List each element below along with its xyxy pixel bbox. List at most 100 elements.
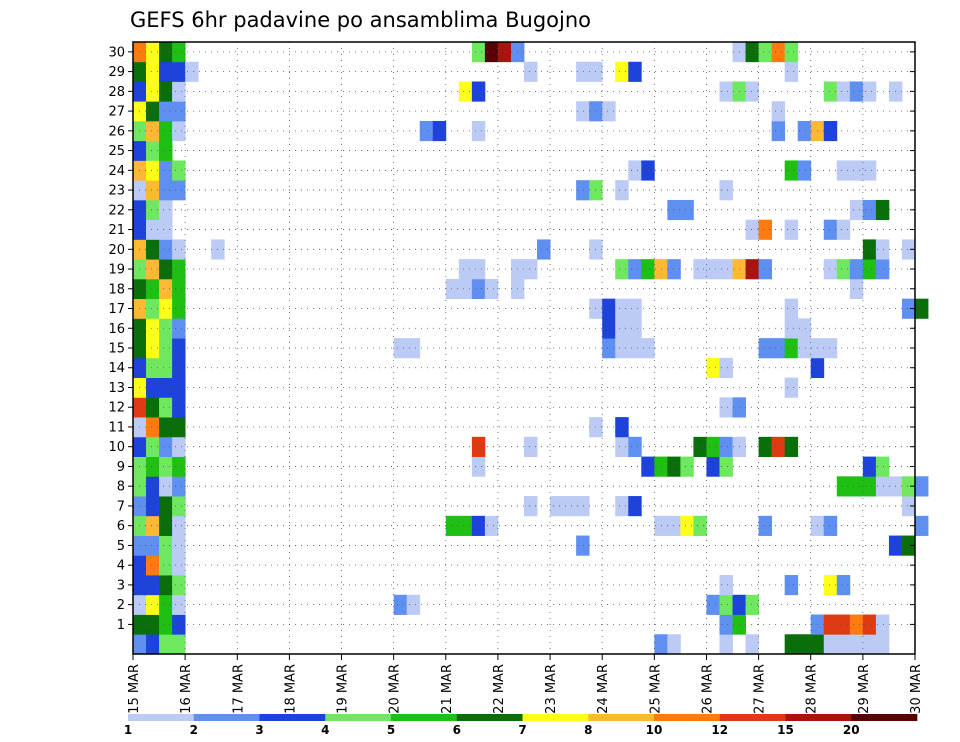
heatmap-cell: [823, 614, 838, 635]
heatmap-cell: [719, 436, 733, 457]
heatmap-cell: [654, 634, 668, 655]
heatmap-cell: [172, 436, 186, 457]
heatmap-cell: [719, 259, 733, 280]
y-tick-label: 14: [108, 361, 125, 376]
heatmap-cell: [576, 101, 590, 122]
heatmap-cell: [146, 594, 160, 615]
heatmap-cell: [862, 476, 877, 497]
heatmap-cell: [615, 417, 629, 438]
heatmap-cell: [901, 298, 916, 319]
heatmap-cell: [471, 456, 486, 477]
heatmap-cell: [719, 357, 733, 379]
heatmap-cell: [445, 278, 460, 300]
heatmap-cell: [484, 42, 499, 63]
heatmap-cell: [706, 259, 720, 280]
heatmap-cells: [133, 42, 929, 655]
heatmap-cell: [875, 456, 890, 477]
heatmap-cell: [915, 298, 929, 319]
heatmap-cell: [159, 199, 173, 221]
heatmap-cell: [745, 219, 759, 240]
heatmap-cell: [836, 476, 851, 497]
heatmap-cell: [159, 42, 173, 63]
y-tick-label: 19: [108, 263, 125, 278]
heatmap-cell: [836, 160, 851, 181]
x-axis: 15 MAR 16 MAR 17 MAR 18 MAR 19 MAR 20 MAR 21 M…: [127, 654, 924, 714]
heatmap-cell: [615, 180, 629, 201]
y-tick-label: 13: [108, 381, 125, 396]
heatmap-cell: [849, 81, 864, 102]
heatmap-cell: [146, 515, 160, 536]
heatmap-cell: [172, 180, 186, 201]
colorbar-label: 6: [453, 723, 461, 737]
heatmap-cell: [146, 180, 160, 201]
heatmap-cell: [159, 140, 173, 161]
heatmap-cell: [159, 180, 173, 201]
heatmap-cell: [159, 357, 173, 379]
heatmap-cell: [680, 456, 694, 477]
heatmap-cell: [458, 515, 473, 536]
heatmap-cell: [497, 42, 512, 63]
colorbar-swatch: [259, 714, 326, 721]
heatmap-cell: [146, 259, 160, 280]
heatmap-cell: [146, 239, 160, 260]
colorbar-swatch: [719, 714, 786, 721]
heatmap-cell: [146, 496, 160, 517]
heatmap-cell: [159, 101, 173, 122]
heatmap-cell: [615, 338, 629, 359]
heatmap-cell: [406, 338, 421, 359]
heatmap-cell: [615, 298, 629, 319]
heatmap-cell: [719, 575, 733, 596]
x-tick-label: 24 MAR: [596, 664, 611, 714]
heatmap-cell: [901, 239, 916, 260]
heatmap-cell: [172, 357, 186, 379]
heatmap-cell: [172, 634, 186, 655]
heatmap-cell: [849, 199, 864, 221]
heatmap-cell: [915, 476, 929, 497]
heatmap-cell: [667, 259, 681, 280]
y-tick-label: 28: [108, 85, 125, 100]
x-tick-label: 22 MAR: [492, 664, 507, 714]
heatmap-cell: [901, 476, 916, 497]
heatmap-cell: [172, 476, 186, 497]
colorbar-swatch: [588, 714, 655, 721]
heatmap-cell: [849, 614, 864, 635]
heatmap-cell: [784, 575, 799, 596]
heatmap-cell: [758, 259, 773, 280]
heatmap-cell: [862, 199, 877, 221]
heatmap-cell: [159, 278, 173, 300]
heatmap-cell: [172, 397, 186, 418]
heatmap-cell: [667, 634, 681, 655]
colorbar-swatch: [851, 714, 918, 721]
heatmap-cell: [823, 120, 838, 142]
x-tick-label: 26 MAR: [700, 664, 715, 714]
y-tick-label: 26: [108, 124, 125, 139]
heatmap-cell: [745, 42, 759, 63]
heatmap-cell: [784, 160, 799, 181]
heatmap-cell: [159, 634, 173, 655]
heatmap-cell: [159, 417, 173, 438]
colorbar-swatch: [128, 714, 195, 721]
y-tick-label: 11: [108, 420, 125, 435]
heatmap-cell: [576, 496, 590, 517]
heatmap-cell: [159, 219, 173, 240]
heatmap-cell: [628, 496, 642, 517]
x-tick-label: 19 MAR: [336, 664, 351, 714]
heatmap-cell: [784, 219, 799, 240]
heatmap-cell: [862, 614, 877, 635]
heatmap-cell: [471, 81, 486, 102]
heatmap-cell: [849, 634, 864, 655]
heatmap-cell: [719, 456, 733, 477]
heatmap-cell: [901, 496, 916, 517]
y-tick-label: 9: [117, 460, 125, 475]
heatmap-cell: [146, 476, 160, 497]
heatmap-cell: [849, 160, 864, 181]
colorbar-label: 1: [124, 723, 132, 737]
heatmap-cell: [524, 259, 538, 280]
y-tick-label: 15: [108, 342, 125, 357]
heatmap-cell: [172, 535, 186, 556]
y-tick-label: 30: [108, 45, 125, 60]
gridlines: [133, 42, 915, 654]
heatmap-cell: [602, 101, 616, 122]
x-tick-label: 20 MAR: [388, 664, 403, 714]
heatmap-cell: [784, 42, 799, 63]
